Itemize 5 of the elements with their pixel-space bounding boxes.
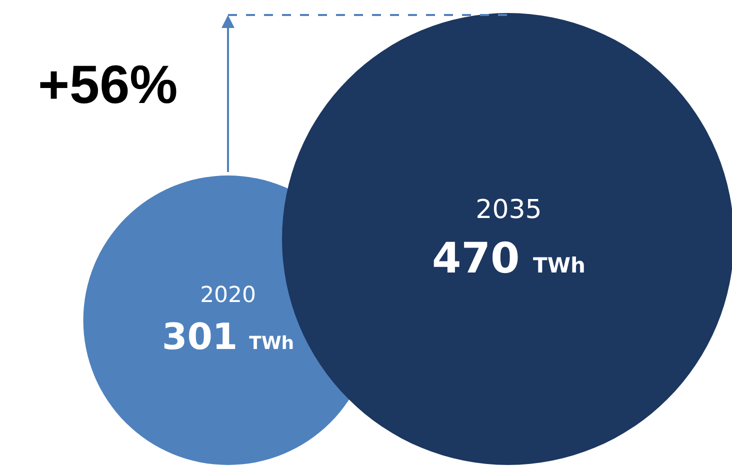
data-label: 470 TWh bbox=[432, 234, 586, 283]
text: +56% bbox=[38, 55, 178, 115]
category-label: 2020 bbox=[200, 283, 256, 308]
category-label: 2035 bbox=[476, 195, 542, 225]
data-label: 301 TWh bbox=[162, 315, 294, 358]
